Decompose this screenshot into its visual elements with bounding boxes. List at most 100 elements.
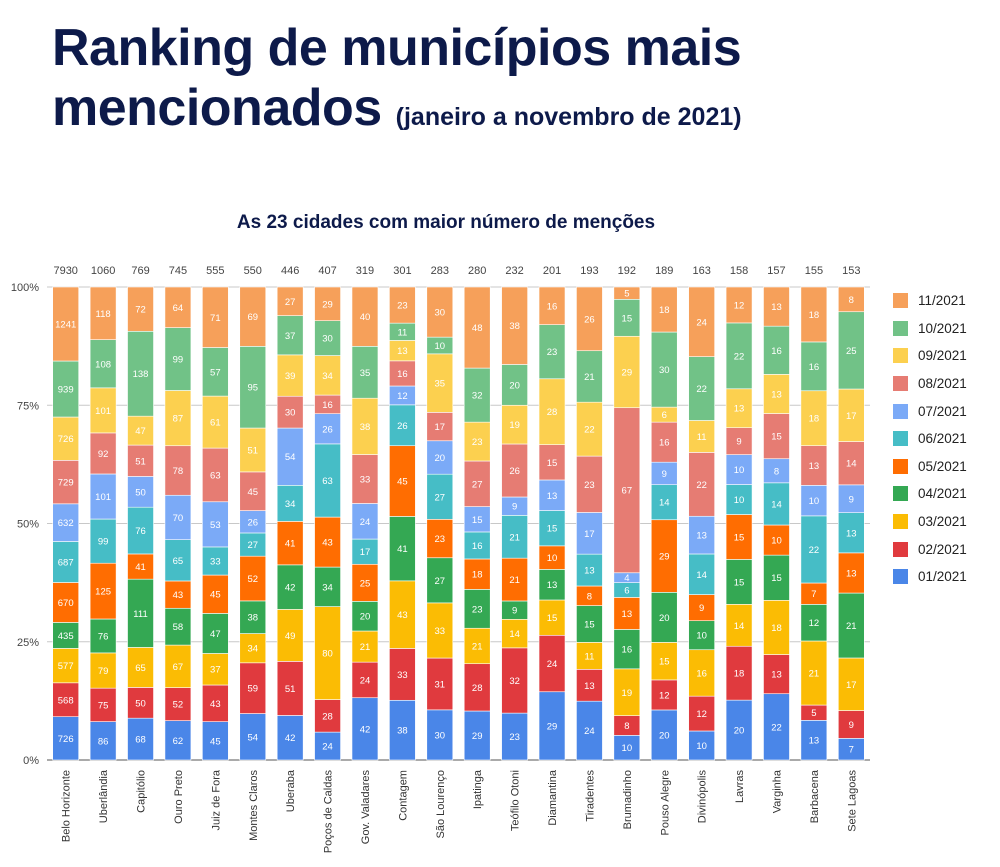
bar-segment-label: 21	[584, 372, 595, 383]
bar-segment	[688, 730, 715, 761]
bar-segment-label: 20	[659, 730, 670, 741]
bar-segment-label: 726	[58, 434, 74, 445]
bar-segment	[576, 553, 603, 587]
bar-segment	[164, 607, 192, 646]
bar-segment	[538, 691, 566, 761]
legend-label: 05/2021	[918, 458, 967, 474]
y-tick-label: 50%	[17, 519, 39, 531]
bar-segment-label: 35	[435, 379, 446, 390]
bar-segment	[389, 360, 416, 387]
legend-swatch	[893, 569, 908, 585]
bar-segment	[426, 657, 454, 711]
bar-segment-label: 21	[472, 641, 483, 652]
bar-segment	[501, 364, 528, 406]
legend-item: 08/2021	[893, 370, 998, 398]
bar-segment	[688, 452, 715, 517]
bar-segment	[613, 668, 641, 716]
bar-segment-label: 43	[322, 538, 333, 549]
bar-segment-label: 15	[734, 577, 745, 588]
bar-segment	[52, 286, 80, 362]
bar-segment	[650, 331, 678, 408]
bar-segment-label: 17	[846, 411, 857, 422]
bar-segment-label: 76	[135, 526, 146, 537]
bar-segment	[538, 479, 566, 511]
bar-segment-label: 19	[622, 688, 633, 699]
bar-segment-label: 40	[360, 312, 371, 323]
bar-segment-label: 30	[435, 730, 446, 741]
bar-segment-label: 9	[736, 437, 741, 448]
x-category-label: Montes Claros	[248, 770, 260, 841]
bar-segment-label: 43	[173, 590, 184, 601]
bar-segment-label: 75	[98, 700, 109, 711]
bar-segment-label: 670	[58, 598, 74, 609]
bar-segment-label: 37	[210, 665, 221, 676]
bar-segment-label: 14	[846, 459, 857, 470]
legend-swatch	[893, 376, 908, 392]
bar-segment-label: 7	[811, 589, 816, 600]
bar-segment-label: 41	[135, 562, 146, 573]
bar-segment-label: 14	[734, 621, 745, 632]
bar-segment-label: 70	[173, 513, 184, 524]
bar-total-label: 232	[505, 265, 523, 277]
x-category-label: Ouro Preto	[173, 770, 185, 824]
bar-segment	[837, 311, 865, 390]
legend-swatch	[893, 293, 908, 309]
bar-segment-label: 18	[771, 623, 782, 634]
bar-segment-label: 34	[322, 582, 333, 593]
bar-segment-label: 8	[624, 721, 629, 732]
bar-total-label: 407	[318, 265, 336, 277]
bar-segment-label: 125	[95, 587, 111, 598]
bar-segment-label: 10	[734, 495, 745, 506]
bar-segment-label: 47	[135, 426, 146, 437]
bar-segment	[276, 286, 304, 316]
bar-segment-label: 23	[435, 534, 446, 545]
bar-segment	[52, 503, 80, 542]
x-category-label: Sete Lagoas	[846, 770, 858, 832]
bar-segment	[89, 562, 117, 620]
bar-segment-label: 21	[809, 669, 820, 680]
bar-segment	[164, 539, 192, 582]
bar-segment	[650, 592, 678, 643]
bar-segment	[314, 355, 341, 396]
bar-segment	[389, 699, 416, 761]
bar-segment-label: 87	[173, 414, 184, 425]
bar-total-label: 157	[767, 265, 785, 277]
bar-segment-label: 20	[509, 380, 520, 391]
bar-segment	[837, 710, 865, 739]
bar-segment-label: 16	[547, 301, 558, 312]
bar-segment-label: 41	[285, 539, 296, 550]
bar-segment-label: 577	[58, 661, 74, 672]
bar-segment-label: 65	[135, 663, 146, 674]
bar-segment-label: 23	[547, 347, 558, 358]
bar-segment	[127, 647, 154, 688]
bar-segment-label: 138	[133, 369, 149, 380]
bar-segment	[688, 649, 715, 697]
y-tick-label: 75%	[17, 400, 39, 412]
bar-segment	[89, 518, 117, 564]
bar-segment-label: 1241	[55, 320, 76, 331]
bar-segment	[276, 564, 304, 610]
bar-segment	[389, 286, 416, 324]
bar-segment-label: 27	[472, 479, 483, 490]
bar-segment-label: 19	[509, 420, 520, 431]
bar-segment-label: 20	[734, 726, 745, 737]
bar-segment-label: 45	[210, 736, 221, 747]
bar-segment-label: 18	[809, 414, 820, 425]
bar-segment-label: 28	[472, 683, 483, 694]
bar-segment-label: 23	[472, 437, 483, 448]
bar-segment-label: 65	[173, 556, 184, 567]
legend-swatch	[893, 403, 908, 419]
bar-segment-label: 26	[509, 466, 520, 477]
bar-total-label: 192	[618, 265, 636, 277]
x-category-label: Pouso Alegre	[659, 770, 671, 835]
bar-segment	[314, 731, 341, 761]
bar-segment-label: 4	[624, 573, 629, 584]
bar-segment	[202, 546, 229, 576]
bar-segment	[800, 286, 828, 343]
bar-segment-label: 42	[360, 724, 371, 735]
bar-segment	[239, 286, 267, 347]
bar-segment-label: 16	[322, 400, 333, 411]
bar-total-label: 555	[206, 265, 224, 277]
bar-segment-label: 8	[587, 591, 592, 602]
bar-segment-label: 39	[285, 371, 296, 382]
